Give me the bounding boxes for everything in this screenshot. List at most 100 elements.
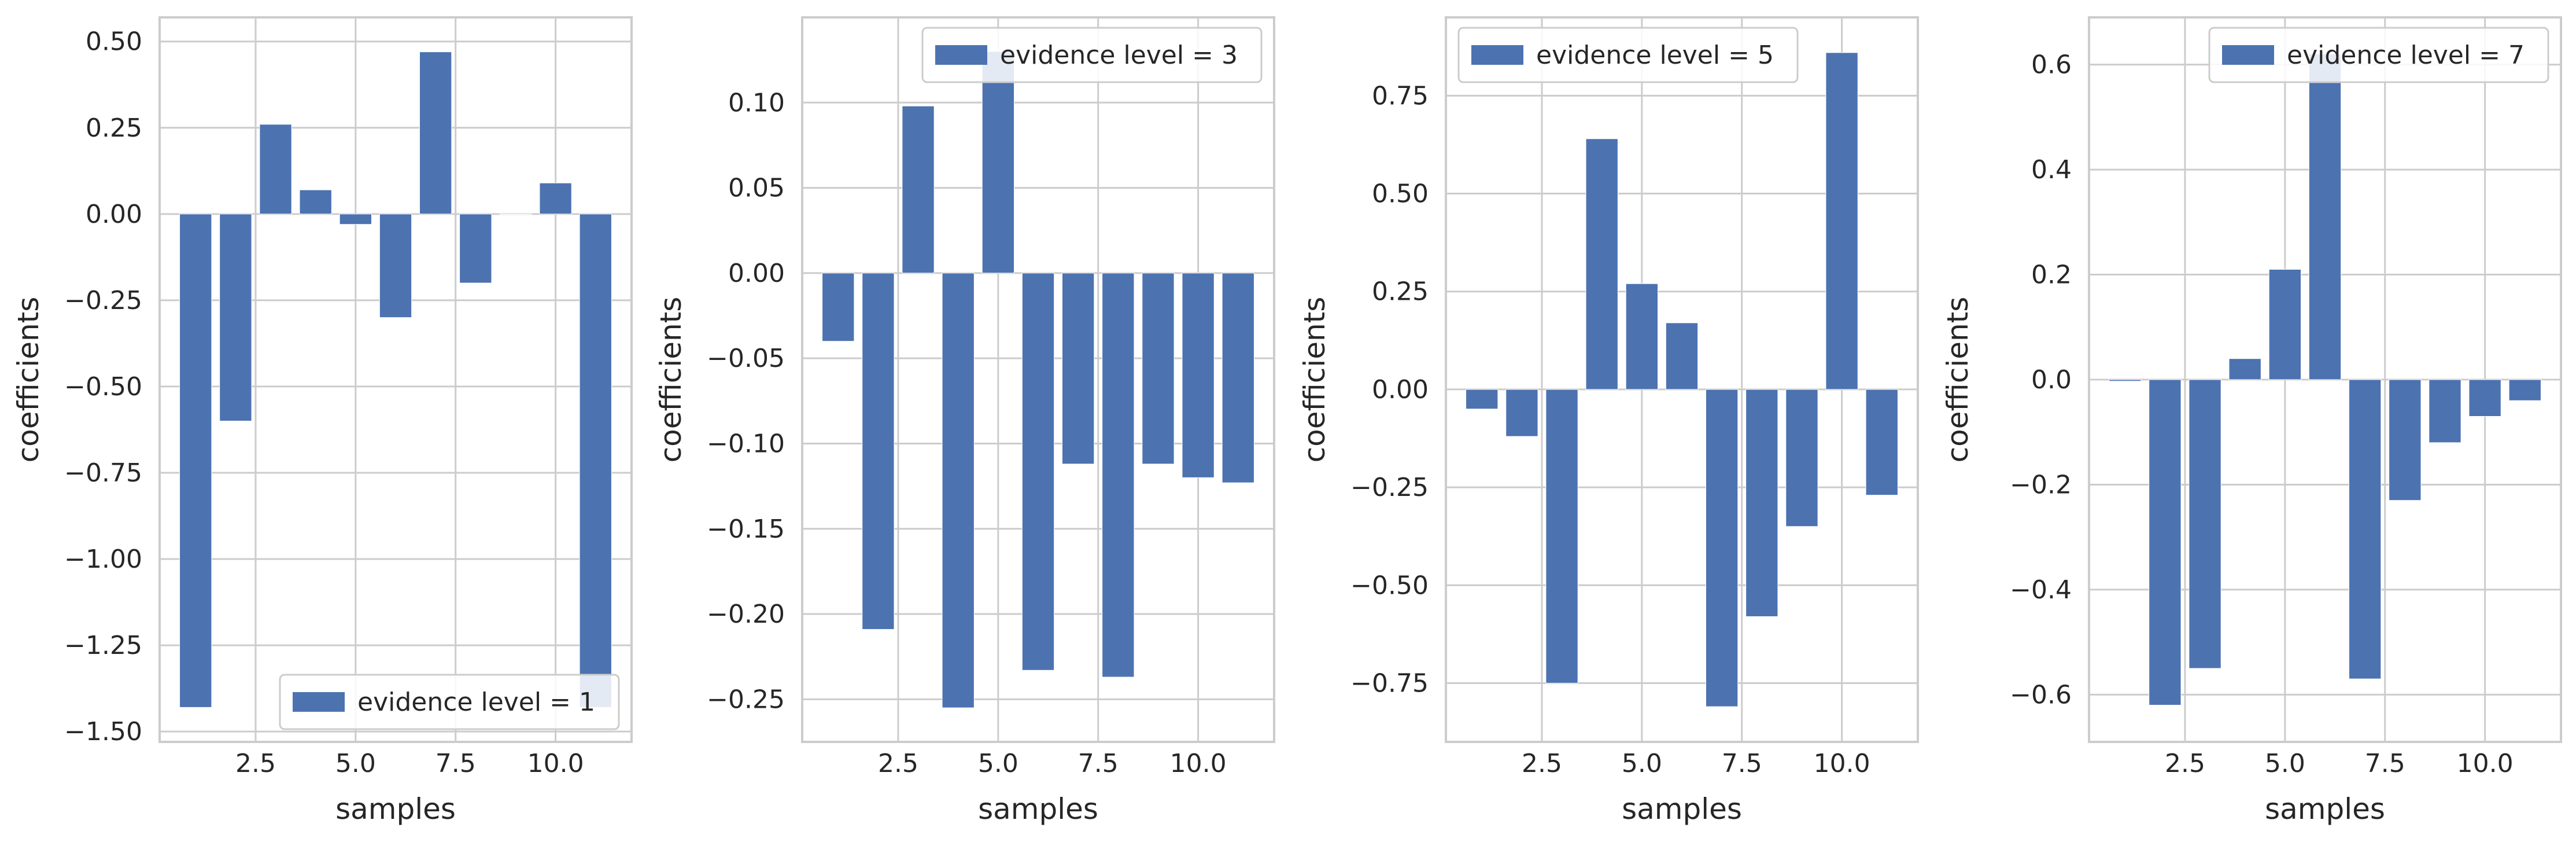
bar bbox=[1745, 389, 1778, 617]
y-tick-label: 0.0 bbox=[2031, 365, 2072, 395]
bar bbox=[499, 214, 532, 215]
x-tick-label: 5.0 bbox=[2265, 749, 2305, 778]
y-tick-label: 0.6 bbox=[2031, 50, 2072, 80]
x-axis-label: samples bbox=[1622, 792, 1742, 826]
y-tick-label: 0.2 bbox=[2031, 260, 2072, 290]
x-tick-label: 7.5 bbox=[1722, 749, 1762, 778]
bar bbox=[822, 273, 855, 342]
axes-frame bbox=[801, 16, 1275, 743]
legend-swatch bbox=[1471, 45, 1523, 65]
y-tick-label: 0.25 bbox=[1372, 277, 1429, 307]
legend-label: evidence level = 3 bbox=[1000, 41, 1238, 70]
y-tick-label: −0.15 bbox=[707, 514, 785, 544]
y-tick-label: 0.75 bbox=[1372, 81, 1429, 111]
bar bbox=[2348, 379, 2382, 679]
bar bbox=[1466, 389, 1499, 410]
y-tick-label: 0.00 bbox=[86, 200, 142, 229]
y-tick-label: −0.10 bbox=[707, 429, 785, 458]
bar bbox=[2268, 269, 2302, 380]
legend-swatch bbox=[293, 692, 345, 712]
x-tick-label: 7.5 bbox=[436, 749, 476, 778]
x-tick-label: 10.0 bbox=[1814, 749, 1870, 778]
y-tick-label: −0.4 bbox=[2010, 575, 2072, 605]
y-tick-label: −0.2 bbox=[2010, 470, 2072, 499]
axes-frame bbox=[2088, 16, 2562, 743]
y-tick-label: 0.05 bbox=[728, 174, 785, 203]
bar bbox=[1545, 389, 1578, 683]
bar bbox=[1865, 389, 1898, 496]
bar bbox=[419, 52, 452, 215]
bar bbox=[219, 214, 252, 422]
y-tick-label: −0.6 bbox=[2010, 680, 2072, 709]
bar bbox=[259, 124, 292, 215]
legend-label: evidence level = 5 bbox=[1536, 41, 1774, 70]
x-tick-label: 10.0 bbox=[527, 749, 584, 778]
axes-frame bbox=[1445, 16, 1919, 743]
y-tick-label: −0.25 bbox=[1350, 473, 1429, 502]
chart-panel-3: 2.5 5.0 7.5 10.0 −0.75 −0.50 −0.25 0.00 0.25 0.50… bbox=[1298, 16, 1919, 826]
y-axis-label: coefficients bbox=[654, 297, 688, 463]
bar bbox=[1825, 52, 1858, 390]
bar bbox=[1102, 273, 1135, 678]
x-tick-label: 2.5 bbox=[235, 749, 276, 778]
bar bbox=[1785, 389, 1818, 527]
bar bbox=[1021, 273, 1055, 671]
bar bbox=[1705, 389, 1739, 707]
y-tick-label: −0.20 bbox=[707, 600, 785, 629]
bar bbox=[1221, 273, 1254, 483]
bar bbox=[1142, 273, 1175, 465]
legend-box bbox=[279, 674, 620, 730]
y-tick-label: −0.25 bbox=[64, 286, 142, 315]
bar bbox=[379, 214, 412, 318]
x-tick-label: 5.0 bbox=[1622, 749, 1662, 778]
bar bbox=[539, 182, 572, 215]
chart-panel-4: 2.5 5.0 7.5 10.0 −0.6 −0.4 −0.2 0.0 0.2 0.4 0.6 sam… bbox=[1941, 16, 2562, 826]
bar bbox=[862, 273, 895, 630]
bar bbox=[2389, 379, 2422, 501]
y-tick-label: 0.50 bbox=[1372, 179, 1429, 209]
bar bbox=[459, 214, 492, 284]
x-tick-label: 10.0 bbox=[2457, 749, 2514, 778]
x-tick-label: 2.5 bbox=[1522, 749, 1562, 778]
axes-frame bbox=[158, 16, 633, 743]
bar bbox=[339, 214, 372, 225]
y-tick-label: −1.00 bbox=[64, 545, 142, 574]
bar bbox=[2468, 379, 2501, 417]
x-tick-label: 5.0 bbox=[978, 749, 1018, 778]
y-tick-label: 0.4 bbox=[2031, 155, 2072, 185]
bar bbox=[579, 214, 612, 708]
y-tick-label: 0.50 bbox=[86, 27, 142, 57]
y-tick-label: −1.25 bbox=[64, 631, 142, 660]
chart-panel-2: 2.5 5.0 7.5 10.0 −0.25 −0.20 −0.15 −0.10 −0.05 0.… bbox=[654, 16, 1275, 826]
legend-swatch bbox=[2222, 45, 2274, 65]
legend-label: evidence level = 7 bbox=[2287, 41, 2525, 70]
legend: evidence level = 7 bbox=[2208, 27, 2549, 83]
x-tick-label: 10.0 bbox=[1170, 749, 1227, 778]
bar bbox=[942, 273, 975, 708]
legend-swatch bbox=[935, 45, 987, 65]
bar bbox=[2429, 379, 2461, 443]
x-tick-label: 2.5 bbox=[2165, 749, 2205, 778]
y-tick-label: −0.05 bbox=[707, 344, 785, 373]
y-tick-label: −0.50 bbox=[64, 372, 142, 402]
bar bbox=[1665, 322, 1699, 390]
bar bbox=[1182, 273, 1215, 478]
bar bbox=[1061, 273, 1095, 465]
y-tick-label: −0.75 bbox=[1350, 668, 1429, 698]
bar bbox=[981, 51, 1015, 274]
x-axis-label: samples bbox=[978, 792, 1098, 826]
y-axis-label: coefficients bbox=[12, 297, 45, 463]
bar bbox=[2189, 379, 2221, 669]
legend: evidence level = 1 bbox=[279, 674, 620, 730]
legend-box bbox=[1457, 27, 1799, 83]
x-tick-label: 2.5 bbox=[878, 749, 918, 778]
y-tick-label: 0.10 bbox=[728, 88, 785, 117]
y-axis-label: coefficients bbox=[1941, 297, 1975, 463]
legend: evidence level = 3 bbox=[921, 27, 1263, 83]
bar bbox=[1625, 283, 1659, 390]
x-tick-label: 7.5 bbox=[2365, 749, 2405, 778]
y-tick-label: 0.25 bbox=[86, 113, 142, 143]
bar bbox=[902, 105, 935, 274]
bar bbox=[1505, 389, 1538, 437]
